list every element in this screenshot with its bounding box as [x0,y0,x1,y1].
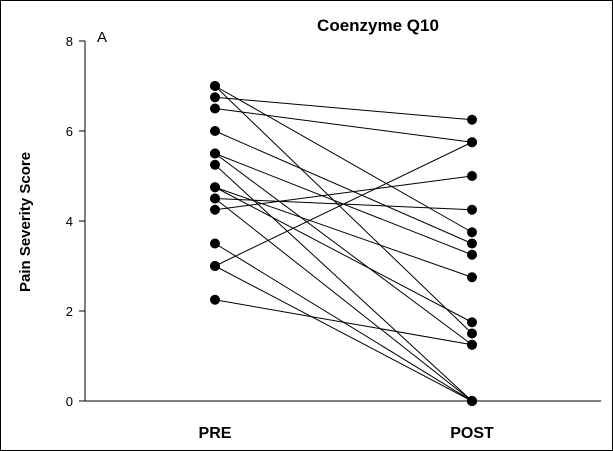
data-point-subject-8-pre [210,159,220,170]
data-point-subject-6-post [467,249,477,260]
series-line-subject-13 [214,175,473,211]
data-point-subject-5-post [467,238,477,249]
data-point-subject-12-pre [210,193,220,204]
data-point-subject-4-pre [210,103,220,114]
data-point-subject-14-pre [210,238,220,249]
x-category-label: POST [450,425,494,442]
x-category-label: PRE [199,425,232,442]
data-point-subject-17-post [467,339,477,350]
axes: 0 2 4 6 8 PRE POST [66,34,601,442]
data-point-subject-10-pre [210,182,220,193]
data-point-subject-13-pre [210,204,220,215]
panel-label: A [97,29,107,46]
series-line-subject-16 [214,265,473,402]
data-point-subject-7-pre [210,148,220,159]
series-line-subject-4 [214,108,473,143]
data-point-subject-17-pre [210,294,220,305]
data-point-subject-15-post [467,137,477,148]
series-lines [214,85,473,402]
y-tick-label: 2 [66,304,73,319]
y-tick-label: 0 [66,394,73,409]
series-line-subject-3 [214,96,473,121]
series-line-subject-15 [214,141,473,267]
y-tick-label: 6 [66,124,73,139]
data-point-subject-5-pre [210,126,220,136]
series-line-subject-5 [214,130,473,244]
data-point-subject-13-post [467,171,477,181]
data-point-subject-10-post [467,317,477,328]
data-point-subject-3-pre [210,92,220,103]
y-tick-label: 4 [66,214,73,229]
data-point-subject-16-pre [210,261,220,271]
data-point-subject-16-post [467,396,477,406]
series-line-subject-10 [214,186,473,323]
data-point-subject-2-pre [210,81,220,91]
series-line-subject-2 [214,85,473,334]
chart-title: Coenzyme Q10 [317,16,439,35]
series-line-subject-12 [214,198,473,402]
series-line-subject-17 [214,299,473,346]
data-point-subject-9-post [467,272,477,283]
series-markers [210,81,477,406]
data-point-subject-2-post [467,328,477,339]
series-line-subject-7 [214,153,473,346]
data-point-subject-3-post [467,114,477,125]
data-point-subject-1-post [467,227,477,238]
y-tick-label: 8 [66,34,73,49]
data-point-subject-11-post [467,204,477,215]
series-line-subject-9 [214,186,473,278]
y-axis-label: Pain Severity Score [17,152,34,292]
